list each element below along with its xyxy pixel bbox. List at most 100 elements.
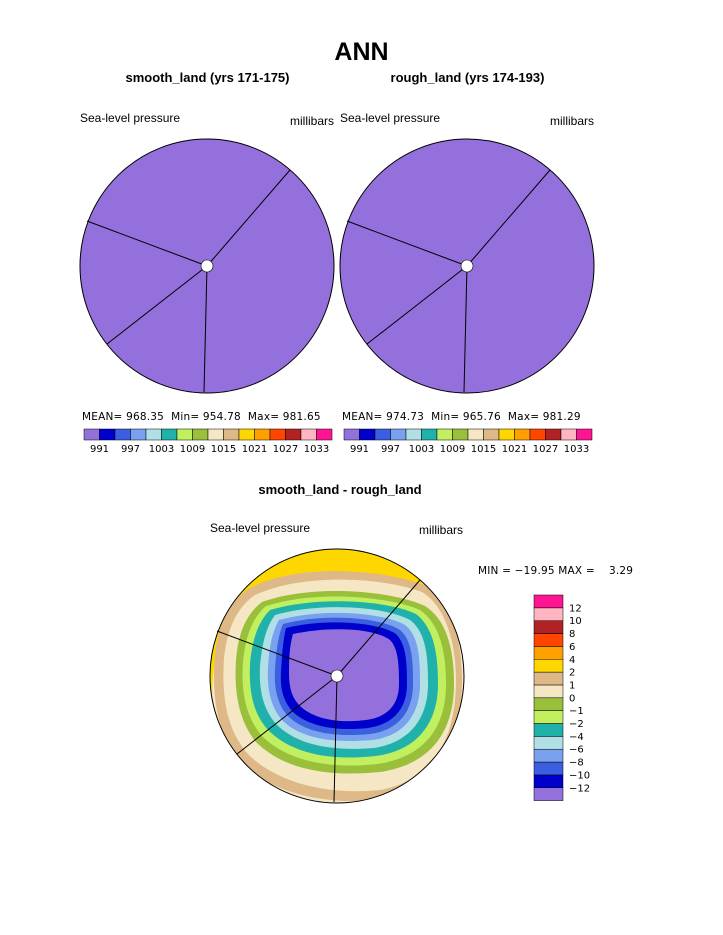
min-value: 954.78: [202, 411, 241, 423]
colorbar-swatch: [254, 428, 271, 441]
pole-marker: [460, 259, 474, 273]
colorbar-swatch: [145, 428, 162, 441]
colorbar-swatch: [545, 428, 562, 441]
panel-title-rough: rough_land (yrs 174-193): [390, 70, 545, 85]
main-title: ANN: [334, 38, 389, 66]
colorbar-swatch: [390, 428, 407, 441]
colorbar-tick-label: 1009: [180, 444, 205, 455]
colorbar-tick-label: 991: [90, 444, 109, 455]
colorbar-tick-label: 1021: [502, 444, 527, 455]
units-label-rough: millibars: [550, 114, 595, 128]
colorbar-swatch: [533, 710, 564, 724]
colorbar-swatch: [533, 761, 564, 776]
colorbar-swatch: [114, 428, 131, 441]
colorbar-swatch: [176, 428, 193, 441]
colorbar-tick-label: 1033: [304, 444, 329, 455]
colorbar-swatch: [238, 428, 255, 441]
colorbar-tick-label: 1015: [471, 444, 496, 455]
colorbar-smooth: 991 997 1003 1009 1015 1021 1027 1033: [83, 428, 333, 455]
colorbar-swatch: [560, 428, 577, 441]
max-value: 981.65: [282, 411, 321, 423]
colorbar-swatch: [343, 428, 360, 441]
colorbar-swatch: [207, 428, 224, 441]
colorbar-swatch: [316, 428, 333, 441]
variable-label-rough: Sea-level pressure: [340, 111, 441, 125]
panel-title-diff: smooth_land - rough_land: [258, 482, 422, 497]
pole-marker: [200, 259, 214, 273]
contour-band-neg12: [289, 629, 399, 722]
min-label: Min=: [171, 411, 200, 423]
stats-smooth: MEAN= 968.35 Min= 954.78 Max= 981.65: [82, 411, 321, 423]
colorbar-tick-label: −2: [569, 719, 584, 730]
meridian-line: [333, 675, 338, 803]
colorbar-swatch: [374, 428, 391, 441]
meridian-line: [86, 220, 208, 267]
colorbar-tick-label: 1009: [440, 444, 465, 455]
colorbar-swatch: [533, 774, 564, 789]
colorbar-swatch: [533, 646, 564, 660]
meridian-line: [463, 265, 468, 393]
colorbar-swatch: [192, 428, 209, 441]
max-value: 981.29: [542, 411, 581, 423]
colorbar-tick-label: 1: [569, 680, 575, 691]
colorbar-swatch: [99, 428, 116, 441]
colorbar-swatch: [467, 428, 484, 441]
colorbar-tick-label: 1003: [409, 444, 434, 455]
colorbar-tick-label: −10: [569, 770, 590, 781]
colorbar-swatch: [498, 428, 515, 441]
colorbar-swatch: [285, 428, 302, 441]
colorbar-tick-label: 0: [569, 693, 575, 704]
colorbar-swatch: [452, 428, 469, 441]
colorbar-tick-label: 4: [569, 655, 575, 666]
colorbar-swatch: [529, 428, 546, 441]
meridian-line: [466, 169, 551, 267]
units-label-smooth: millibars: [290, 114, 335, 128]
colorbar-swatch: [533, 723, 564, 737]
colorbar-rough: 991 997 1003 1009 1015 1021 1027 1033: [343, 428, 593, 455]
colorbar-swatch: [223, 428, 240, 441]
colorbar-tick-label: 997: [381, 444, 400, 455]
max-label: Max=: [247, 411, 280, 423]
polar-map-rough: [339, 138, 595, 394]
colorbar-tick-label: −1: [569, 706, 584, 717]
mean-label: MEAN=: [342, 411, 383, 423]
colorbar-tick-label: 1027: [533, 444, 558, 455]
colorbar-swatch: [83, 428, 100, 441]
colorbar-swatch: [405, 428, 422, 441]
mean-value: 974.73: [386, 411, 425, 423]
colorbar-swatch: [533, 787, 564, 801]
meridian-line: [206, 169, 291, 267]
colorbar-tick-label: −4: [569, 732, 584, 743]
colorbar-tick-label: 12: [569, 603, 582, 614]
colorbar-swatch: [533, 748, 564, 763]
colorbar-swatch: [533, 671, 564, 686]
pole-marker: [330, 669, 344, 683]
mean-value: 968.35: [126, 411, 165, 423]
colorbar-tick-label: 2: [569, 668, 575, 679]
max-label: Max=: [507, 411, 540, 423]
colorbar-swatch: [533, 607, 564, 621]
colorbar-swatch: [300, 428, 317, 441]
colorbar-tick-label: −12: [569, 783, 590, 794]
variable-label-diff: Sea-level pressure: [210, 521, 311, 535]
colorbar-tick-label: −6: [569, 745, 584, 756]
stats-rough: MEAN= 974.73 Min= 965.76 Max= 981.29: [342, 411, 581, 423]
colorbar-tick-label: 1027: [273, 444, 298, 455]
minmax-diff: MIN = −19.95 MAX = 3.29: [478, 565, 634, 577]
colorbar-swatch: [533, 633, 564, 647]
meridian-line: [346, 220, 468, 267]
colorbar-swatch: [533, 594, 564, 609]
colorbar-swatch: [130, 428, 147, 441]
colorbar-tick-label: 1021: [242, 444, 267, 455]
variable-label-smooth: Sea-level pressure: [80, 111, 181, 125]
colorbar-tick-label: 1015: [211, 444, 236, 455]
map-border-diff: [209, 548, 465, 804]
colorbar-swatch: [533, 684, 564, 699]
meridian-line: [203, 265, 208, 393]
colorbar-swatch: [269, 428, 286, 441]
colorbar-tick-label: 8: [569, 629, 575, 640]
colorbar-swatch: [533, 620, 564, 634]
colorbar-swatch: [483, 428, 500, 441]
meridian-line: [236, 675, 338, 755]
